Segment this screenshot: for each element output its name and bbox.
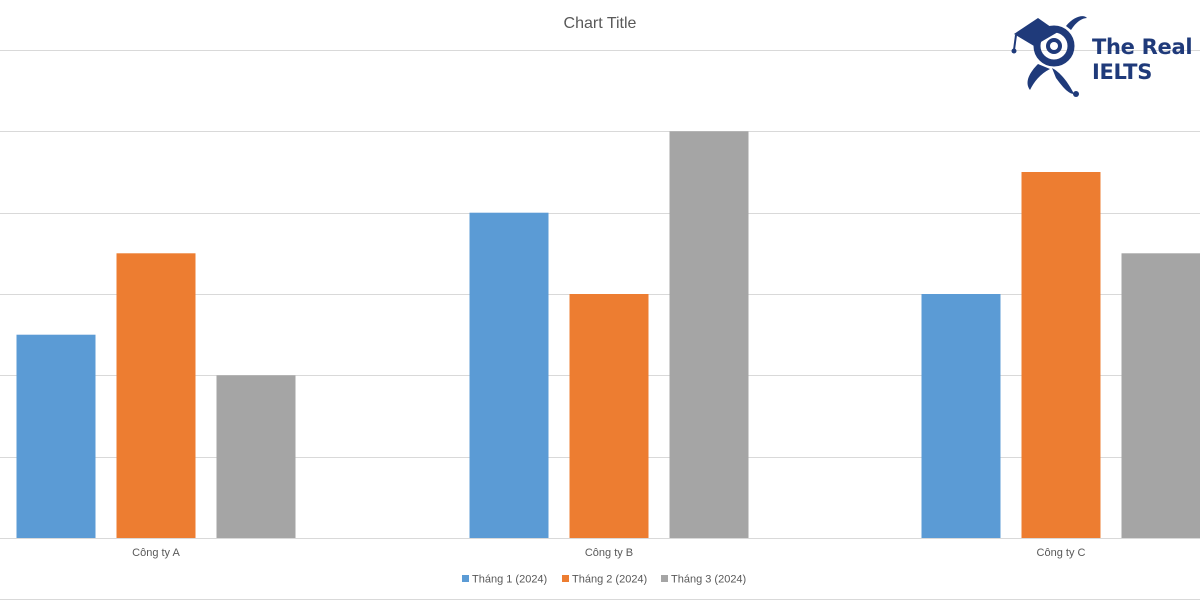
logo-line-2: IELTS [1092,60,1153,84]
bar-2-3 [669,131,749,539]
legend-label: Tháng 2 (2024) [572,574,647,586]
legend-swatch [462,575,469,582]
legend: Tháng 1 (2024) Tháng 2 (2024) Tháng 3 (202… [462,574,746,586]
category-labels: Công ty A Công ty B Công ty C [132,547,1085,559]
graduate-emblem-icon [1011,16,1087,97]
category-label: Công ty C [1037,547,1086,559]
bar-1-1 [16,334,96,538]
legend-swatch [562,575,569,582]
category-label: Công ty B [585,547,633,559]
bar-2-2 [569,294,649,538]
bar-2-1 [469,212,549,538]
logo-line-1: The Real [1092,35,1193,59]
legend-label: Tháng 3 (2024) [671,574,746,586]
bar-1-2 [116,253,196,539]
legend-swatch [661,575,668,582]
bar-1-3 [216,375,296,538]
logo-wordmark: The Real IELTS [1092,35,1193,85]
bar-3-2 [1021,172,1101,538]
legend-label: Tháng 1 (2024) [472,574,547,586]
bar-3-1 [921,294,1001,538]
category-label: Công ty A [132,547,180,559]
chart-title: Chart Title [564,15,637,32]
bars [16,131,1200,539]
the-real-ielts-logo: The Real IELTS [1008,12,1198,100]
bar-3-3 [1121,253,1200,539]
